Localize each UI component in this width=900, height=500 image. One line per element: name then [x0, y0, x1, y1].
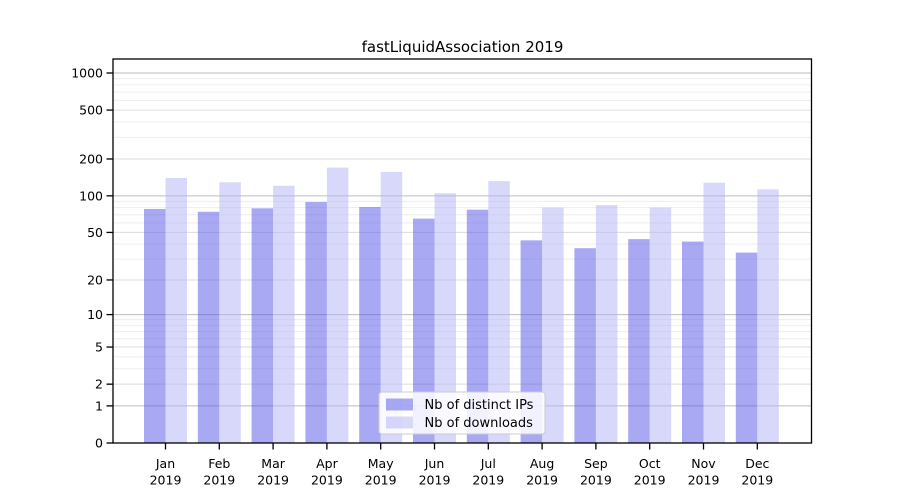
legend: Nb of distinct IPs Nb of downloads: [378, 391, 546, 435]
bar-downloads-jan: [165, 177, 187, 443]
x-tick-label-month: Aug: [530, 456, 554, 471]
x-tick-label-month: Feb: [208, 456, 230, 471]
legend-label-distinct_ips: Nb of distinct IPs: [425, 398, 534, 413]
bar-downloads-may: [380, 171, 403, 443]
x-tick-label-year: 2019: [634, 473, 666, 488]
x-tick-label-year: 2019: [311, 473, 343, 488]
legend-swatch-distinct_ips: [386, 398, 413, 411]
bar-distinct_ips-jul: [466, 209, 489, 443]
x-tick-label-year: 2019: [419, 473, 451, 488]
bar-downloads-aug: [542, 207, 564, 443]
x-tick-label-month: Jan: [155, 456, 175, 471]
bar-distinct_ips-apr: [305, 202, 327, 443]
y-tick-label: 5: [95, 340, 103, 355]
x-tick-label-month: Jul: [480, 456, 496, 471]
x-tick-label-month: Jun: [424, 456, 445, 471]
y-tick-label: 0: [95, 436, 103, 451]
bar-distinct_ips-jan: [144, 208, 166, 443]
bar-downloads-jul: [488, 181, 510, 443]
x-tick-label-month: Sep: [584, 456, 608, 471]
legend-swatch-downloads: [386, 416, 413, 429]
y-tick-label: 200: [79, 151, 103, 166]
x-tick-label-year: 2019: [203, 473, 235, 488]
bar-distinct_ips-jun: [413, 218, 435, 443]
x-tick-label-month: Oct: [639, 456, 661, 471]
bar-distinct_ips-mar: [251, 208, 274, 443]
bar-downloads-oct: [649, 207, 672, 443]
chart-title: fastLiquidAssociation 2019: [362, 38, 564, 56]
y-tick-label: 1000: [71, 66, 103, 81]
y-tick-label: 1: [95, 398, 103, 413]
y-tick-label: 2: [95, 377, 103, 392]
bar-distinct_ips-oct: [628, 239, 650, 443]
bar-distinct_ips-may: [359, 206, 381, 443]
x-tick-label-year: 2019: [526, 473, 558, 488]
x-tick-label-year: 2019: [150, 473, 182, 488]
legend-box: [378, 391, 546, 435]
bar-distinct_ips-nov: [682, 241, 704, 443]
x-tick-label-month: Dec: [745, 456, 769, 471]
bar-downloads-jun: [434, 193, 456, 443]
x-tick-label-year: 2019: [741, 473, 773, 488]
bar-downloads-nov: [703, 182, 725, 443]
x-tick-label-year: 2019: [472, 473, 504, 488]
bar-distinct_ips-dec: [735, 252, 758, 443]
y-tick-label: 10: [87, 307, 103, 322]
legend-label-downloads: Nb of downloads: [425, 416, 534, 431]
x-tick-label-month: Mar: [261, 456, 285, 471]
x-tick-label-year: 2019: [580, 473, 612, 488]
bars-layer: [144, 167, 779, 443]
x-tick-label-year: 2019: [257, 473, 289, 488]
bar-downloads-dec: [757, 189, 779, 443]
bar-distinct_ips-sep: [574, 248, 596, 443]
bar-distinct_ips-feb: [197, 211, 220, 443]
y-tick-label: 20: [87, 272, 103, 287]
x-tick-label-year: 2019: [688, 473, 720, 488]
bar-downloads-mar: [273, 185, 295, 443]
y-tick-label: 500: [79, 103, 103, 118]
x-tick-label-month: May: [368, 456, 394, 471]
bar-downloads-apr: [326, 167, 349, 443]
y-tick-label: 100: [79, 188, 103, 203]
axes-layer: 10005002001005020105210Jan2019Feb2019Mar…: [71, 58, 813, 488]
bar-downloads-sep: [595, 205, 618, 443]
x-tick-label-year: 2019: [365, 473, 397, 488]
x-tick-label-month: Apr: [316, 456, 338, 471]
y-tick-label: 50: [87, 225, 103, 240]
plot-border: [112, 58, 813, 444]
x-tick-label-month: Nov: [691, 456, 716, 471]
bar-downloads-feb: [219, 182, 241, 443]
